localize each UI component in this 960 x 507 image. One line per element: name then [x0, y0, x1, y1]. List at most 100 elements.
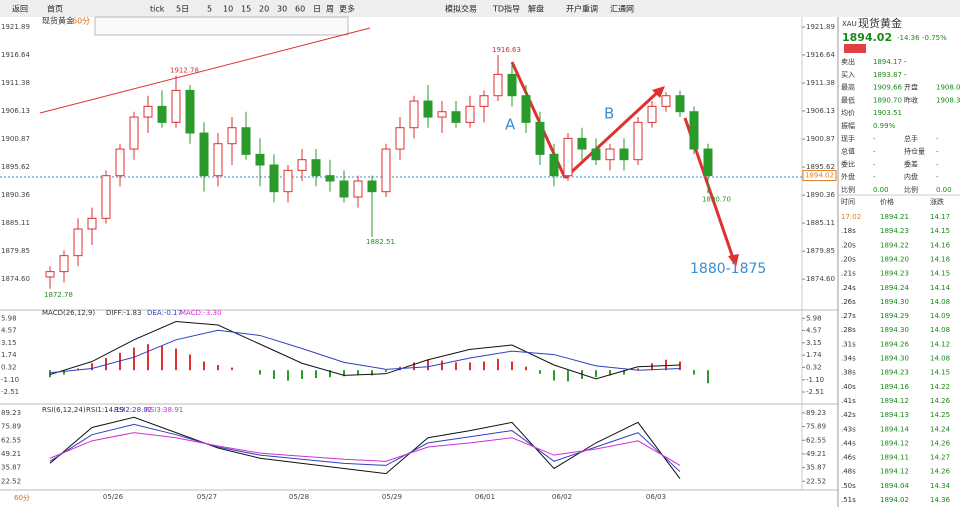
button[interactable]	[844, 44, 866, 53]
trade-cell: .21s	[841, 270, 856, 278]
x-tick-label: 06/02	[552, 493, 572, 501]
period-label: 60分	[14, 493, 30, 502]
quote-field: 卖出	[841, 57, 855, 66]
quote-field: -	[873, 135, 876, 143]
candle-body	[255, 153, 265, 166]
quote-name: 现货黄金	[858, 16, 902, 30]
toolbar-button[interactable]: 汇通网	[610, 4, 634, 14]
candle-body	[185, 89, 195, 134]
trade-header: 涨跌	[930, 197, 944, 206]
trade-cell: .20s	[841, 241, 856, 249]
draw-toolbar[interactable]	[94, 16, 349, 36]
candle-body	[325, 175, 335, 182]
annotation: 1880-1875	[690, 261, 766, 277]
y-tick-label: -1.10	[1, 376, 19, 384]
trade-cell: 14.26	[930, 397, 951, 405]
trade-cell: .34s	[841, 355, 856, 363]
candle-body	[647, 105, 657, 123]
y-tick-label: 3.15	[1, 339, 17, 347]
trade-cell: 14.08	[930, 355, 950, 363]
trade-cell: .50s	[841, 482, 856, 490]
toolbar-button[interactable]: 15	[241, 5, 251, 14]
current-price: 1894.02	[805, 172, 834, 180]
x-tick-label: 05/29	[382, 493, 402, 501]
quote-field: 总手	[904, 134, 918, 143]
candle-body	[157, 105, 167, 123]
trade-cell: 14.26	[930, 468, 951, 476]
candle-body	[437, 111, 447, 118]
toolbar-button[interactable]: 解盘	[528, 4, 544, 14]
candle-body	[563, 137, 573, 177]
y-tick-label: 35.87	[1, 464, 21, 472]
quote-field: 比例	[904, 185, 918, 194]
x-tick-label: 05/26	[103, 493, 124, 501]
y-tick-label: 35.87	[806, 464, 826, 472]
trade-cell: .20s	[841, 255, 856, 263]
candle-body	[395, 127, 405, 150]
x-tick-label: 05/27	[197, 493, 217, 501]
candle-body	[703, 148, 713, 177]
candle-body	[605, 148, 615, 161]
y-tick-label: 1874.60	[806, 275, 835, 283]
toolbar-button[interactable]: 20	[259, 5, 269, 14]
y-tick-label: 1916.64	[806, 51, 835, 59]
candle-body	[633, 121, 643, 161]
candle-body	[73, 228, 83, 257]
y-tick-label: 1885.11	[1, 219, 30, 227]
candle-body	[87, 217, 97, 230]
arrow	[563, 88, 662, 180]
y-tick-label: 1874.60	[1, 275, 30, 283]
candle-body	[339, 180, 349, 198]
candle-body	[549, 153, 559, 177]
y-tick-label: 1906.13	[806, 107, 835, 115]
candle-body	[689, 111, 699, 150]
trade-cell: .46s	[841, 454, 856, 462]
indicator-line	[49, 432, 681, 466]
y-tick-label: 4.57	[806, 327, 822, 335]
toolbar-button[interactable]: 返回	[12, 5, 28, 14]
toolbar-button[interactable]: 30	[277, 5, 287, 14]
toolbar-button[interactable]: 10	[223, 5, 233, 14]
price-label: 1912.78	[170, 67, 199, 75]
chart-period: 60分	[72, 17, 90, 26]
trade-cell: 1894.30	[880, 355, 909, 363]
trade-cell: 14.26	[930, 439, 951, 447]
toolbar-button[interactable]: 模拟交易	[445, 4, 477, 14]
toolbar-button[interactable]: 日	[313, 5, 321, 14]
y-tick-label: 89.23	[1, 409, 21, 417]
indicator-header: RSI(6,12,24)	[42, 406, 86, 414]
trade-cell: .43s	[841, 425, 856, 433]
toolbar-button[interactable]: 5	[207, 5, 212, 14]
trade-cell: 14.15	[930, 270, 950, 278]
quote-field: 1893.87	[873, 71, 902, 79]
toolbar-button[interactable]: 60	[295, 5, 305, 14]
indicator-line	[49, 321, 681, 380]
y-tick-label: -2.51	[806, 388, 824, 396]
candle-body	[675, 95, 685, 113]
chart-title: 现货黄金	[42, 16, 74, 26]
trade-cell: 1894.26	[880, 340, 909, 348]
toolbar-button[interactable]: 开户重调	[566, 4, 598, 14]
trade-cell: .24s	[841, 284, 856, 292]
y-tick-label: 49.21	[806, 450, 826, 458]
candle-body	[521, 95, 531, 123]
quote-field: -	[904, 58, 907, 66]
trend-line	[39, 27, 371, 114]
y-tick-label: 0.32	[1, 363, 17, 371]
trade-cell: .42s	[841, 411, 856, 419]
toolbar-button[interactable]: TD指导	[492, 4, 520, 14]
trade-cell: 1894.11	[880, 454, 909, 462]
candle-body	[465, 105, 475, 123]
trade-cell: 1894.23	[880, 227, 909, 235]
quote-field: 最高	[841, 83, 855, 92]
trade-header: 时间	[841, 197, 855, 206]
trade-cell: 14.12	[930, 340, 950, 348]
toolbar-button[interactable]: 首页	[47, 4, 63, 14]
toolbar-button[interactable]: 5日	[176, 5, 189, 14]
y-tick-label: 1916.64	[1, 51, 30, 59]
toolbar-button[interactable]: 周	[326, 5, 334, 14]
quote-field: 买入	[841, 71, 855, 79]
toolbar-button[interactable]: 更多	[339, 4, 355, 14]
toolbar-button[interactable]: tick	[150, 5, 165, 14]
trade-cell: .44s	[841, 439, 856, 447]
